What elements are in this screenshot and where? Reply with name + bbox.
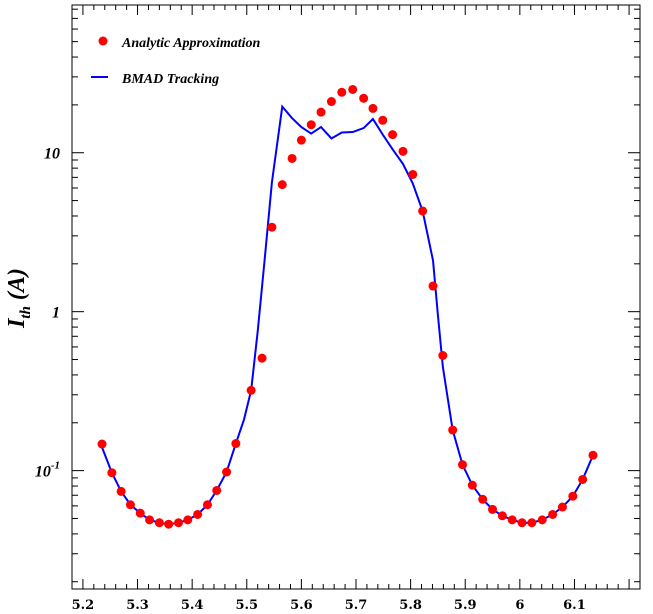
data-point-analytic: [174, 518, 183, 528]
y-tick-label: 10: [44, 146, 60, 163]
x-tick-label: 6: [515, 598, 524, 613]
data-point-analytic: [348, 84, 358, 94]
data-point-analytic: [287, 153, 297, 163]
data-point-analytic: [588, 450, 598, 460]
data-point-analytic: [267, 222, 277, 232]
data-point-analytic: [359, 93, 369, 103]
data-point-analytic: [527, 518, 537, 528]
data-point-analytic: [478, 494, 488, 504]
data-point-analytic: [418, 206, 428, 216]
data-point-analytic: [97, 439, 107, 449]
data-point-analytic: [257, 353, 267, 363]
data-point-analytic: [517, 518, 527, 528]
legend: Analytic Approximation BMAD Tracking: [91, 36, 261, 87]
data-point-analytic: [337, 87, 347, 97]
y-axis: 10-1 1 10: [35, 8, 640, 583]
data-point-analytic: [193, 509, 203, 519]
x-tick-label: 5.2: [72, 598, 95, 613]
legend-marker-analytic: [98, 36, 108, 46]
data-point-analytic: [548, 509, 558, 519]
data-point-analytic: [388, 130, 398, 140]
data-point-analytic: [497, 511, 507, 521]
data-point-analytic: [316, 107, 326, 117]
legend-label-analytic: Analytic Approximation: [121, 36, 261, 51]
plot-frame: [71, 4, 641, 590]
data-point-analytic: [154, 518, 164, 528]
data-point-analytic: [326, 97, 336, 107]
data-point-analytic: [231, 439, 241, 449]
legend-label-bmad: BMAD Tracking: [121, 72, 219, 87]
x-tick-label: 5.6: [290, 598, 313, 613]
x-tick-label: 6.1: [563, 598, 586, 613]
data-point-analytic: [557, 502, 567, 512]
x-axis: 5.2 5.3 5.4 5.5 5.6 5.7 5.8 5.9 6 6.1: [71, 5, 641, 613]
data-point-analytic: [507, 515, 517, 525]
data-point-analytic: [277, 180, 287, 190]
data-point-analytic: [398, 146, 408, 156]
data-point-analytic: [116, 486, 126, 496]
x-tick-label: 5.7: [345, 598, 368, 613]
data-point-analytic: [212, 485, 222, 495]
data-point-analytic: [296, 135, 306, 145]
data-point-analytic: [183, 515, 193, 525]
data-point-analytic: [135, 508, 145, 518]
x-tick-label: 5.8: [399, 598, 422, 613]
data-point-analytic: [467, 480, 477, 490]
series-line-bmad-tracking: [101, 104, 594, 526]
data-point-analytic: [368, 103, 378, 113]
data-point-analytic: [408, 169, 418, 179]
data-point-analytic: [378, 115, 388, 125]
y-tick-label: 10-1: [35, 460, 60, 481]
data-point-analytic: [164, 519, 174, 529]
data-point-analytic: [202, 500, 212, 510]
y-tick-label: 1: [52, 305, 60, 322]
data-point-analytic: [428, 281, 438, 291]
series-layer: [97, 84, 598, 529]
data-point-analytic: [246, 385, 256, 395]
x-tick-label: 5.3: [126, 598, 149, 613]
data-point-analytic: [537, 515, 547, 525]
data-point-analytic: [458, 460, 467, 470]
data-point-analytic: [222, 467, 232, 477]
x-tick-label: 5.4: [181, 598, 204, 613]
data-point-analytic: [578, 474, 588, 484]
data-point-analytic: [438, 351, 448, 360]
data-point-analytic: [145, 515, 155, 525]
data-point-analytic: [488, 504, 498, 514]
x-tick-label: 5.9: [454, 598, 477, 613]
data-point-analytic: [125, 500, 135, 510]
data-point-analytic: [107, 468, 117, 478]
data-point-analytic: [448, 425, 458, 435]
data-point-analytic: [568, 491, 578, 501]
x-tick-label: 5.5: [235, 598, 258, 613]
y-axis-title: Ith (A): [4, 268, 34, 329]
data-point-analytic: [306, 120, 316, 130]
